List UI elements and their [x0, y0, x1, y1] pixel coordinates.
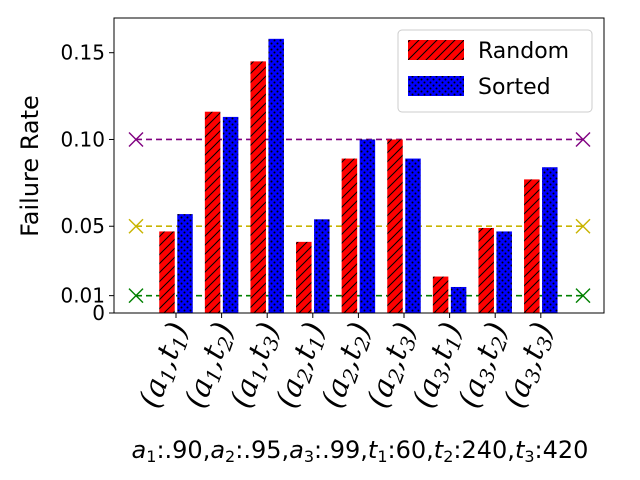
x-marker-2-0 — [128, 288, 144, 304]
y-tick-label-3: 0.10 — [60, 127, 105, 151]
reference-lines — [128, 131, 591, 304]
legend: Random Sorted — [397, 29, 593, 113]
y-axis-label: Failure Rate — [16, 95, 44, 237]
x-axis-label: a1:.90,a2:.95,a3:.99,t1:60,t2:240,t3:420 — [132, 436, 589, 466]
bar-random-0 — [159, 231, 175, 313]
bar-sorted-5 — [405, 158, 421, 313]
y-tick-label-4: 0.15 — [60, 41, 105, 65]
bar-random-8 — [524, 179, 540, 313]
y-tick-label-1: 0.01 — [60, 284, 105, 308]
bar-random-2 — [250, 61, 266, 313]
x-marker-1-0 — [128, 218, 144, 234]
bar-sorted-4 — [359, 139, 376, 313]
legend-swatch-sorted — [408, 76, 464, 96]
x-marker-0-0 — [128, 131, 144, 147]
bar-random-5 — [387, 139, 403, 313]
bar-random-1 — [204, 111, 221, 314]
x-marker-1-1 — [575, 218, 591, 234]
bar-sorted-7 — [496, 231, 512, 313]
bar-sorted-2 — [268, 38, 284, 314]
x-marker-2-1 — [575, 288, 591, 304]
x-marker-0-1 — [575, 131, 591, 147]
bar-sorted-3 — [314, 219, 330, 313]
bar-random-7 — [478, 227, 494, 313]
legend-label-sorted: Sorted — [478, 75, 551, 100]
y-tick-label-0: 0 — [92, 301, 105, 325]
bar-random-4 — [341, 158, 358, 313]
legend-swatch-random — [408, 40, 464, 60]
y-axis-ticks: 00.01 0.05 0.10 0.15 — [60, 41, 114, 325]
bar-sorted-0 — [177, 214, 193, 313]
x-axis-ticks: (a1,t1)(a1,t2)(a1,t3)(a2,t1)(a2,t2)(a2,t… — [132, 313, 560, 413]
bar-sorted-6 — [450, 286, 467, 313]
legend-label-random: Random — [478, 39, 569, 64]
bar-random-3 — [296, 241, 312, 313]
bar-random-6 — [432, 276, 449, 313]
bars-group — [159, 38, 558, 314]
y-tick-label-2: 0.05 — [60, 214, 105, 238]
plot-frame — [113, 17, 605, 314]
bar-sorted-1 — [222, 116, 239, 313]
bar-sorted-8 — [542, 167, 558, 313]
